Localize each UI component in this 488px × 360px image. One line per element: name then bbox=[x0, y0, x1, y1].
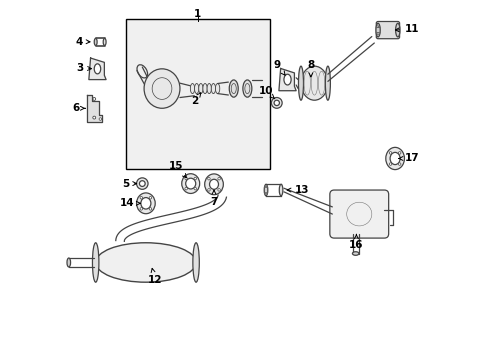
Text: 1: 1 bbox=[194, 9, 201, 19]
Ellipse shape bbox=[184, 177, 187, 180]
Text: 5: 5 bbox=[122, 179, 136, 189]
Text: 6: 6 bbox=[72, 103, 85, 113]
Ellipse shape bbox=[93, 116, 96, 119]
Ellipse shape bbox=[388, 163, 391, 165]
Ellipse shape bbox=[274, 100, 279, 105]
Ellipse shape bbox=[67, 258, 70, 267]
Text: 4: 4 bbox=[75, 37, 90, 46]
Text: 13: 13 bbox=[286, 185, 308, 195]
Ellipse shape bbox=[209, 179, 218, 189]
Ellipse shape bbox=[149, 197, 151, 199]
Polygon shape bbox=[86, 95, 102, 122]
Ellipse shape bbox=[376, 32, 377, 34]
Ellipse shape bbox=[185, 178, 195, 189]
Text: 15: 15 bbox=[169, 161, 186, 178]
Ellipse shape bbox=[192, 243, 199, 282]
Ellipse shape bbox=[217, 189, 220, 191]
Ellipse shape bbox=[265, 186, 267, 188]
Ellipse shape bbox=[139, 181, 145, 186]
Text: 16: 16 bbox=[348, 234, 363, 250]
Text: 8: 8 bbox=[306, 60, 314, 77]
Ellipse shape bbox=[325, 66, 330, 100]
Ellipse shape bbox=[215, 84, 219, 94]
Ellipse shape bbox=[194, 177, 196, 180]
Ellipse shape bbox=[243, 80, 251, 97]
Ellipse shape bbox=[149, 208, 151, 210]
Ellipse shape bbox=[206, 84, 211, 94]
Polygon shape bbox=[89, 58, 106, 80]
Ellipse shape bbox=[203, 84, 207, 94]
Ellipse shape bbox=[140, 197, 142, 199]
Text: 2: 2 bbox=[190, 93, 201, 106]
Text: 14: 14 bbox=[120, 198, 140, 208]
Ellipse shape bbox=[190, 84, 194, 94]
Ellipse shape bbox=[264, 186, 265, 188]
Ellipse shape bbox=[103, 39, 106, 45]
Text: 7: 7 bbox=[210, 190, 217, 207]
Ellipse shape bbox=[377, 32, 379, 34]
Text: 12: 12 bbox=[147, 268, 162, 285]
Ellipse shape bbox=[211, 84, 215, 94]
Ellipse shape bbox=[264, 184, 267, 196]
FancyBboxPatch shape bbox=[376, 22, 399, 39]
Text: 9: 9 bbox=[273, 59, 285, 75]
Ellipse shape bbox=[352, 252, 358, 255]
Text: 17: 17 bbox=[398, 153, 419, 163]
Ellipse shape bbox=[375, 23, 380, 37]
Ellipse shape bbox=[207, 189, 210, 191]
Ellipse shape bbox=[92, 243, 99, 282]
Text: 3: 3 bbox=[76, 63, 91, 73]
Ellipse shape bbox=[395, 23, 399, 37]
Ellipse shape bbox=[376, 26, 377, 28]
Ellipse shape bbox=[207, 177, 210, 180]
Ellipse shape bbox=[284, 74, 290, 85]
Ellipse shape bbox=[99, 118, 102, 120]
Ellipse shape bbox=[136, 193, 155, 214]
Ellipse shape bbox=[194, 188, 196, 190]
Bar bbox=[126, 19, 269, 169]
Ellipse shape bbox=[198, 84, 203, 94]
Ellipse shape bbox=[301, 66, 327, 100]
Ellipse shape bbox=[298, 66, 303, 100]
Ellipse shape bbox=[184, 188, 187, 190]
Ellipse shape bbox=[96, 243, 196, 282]
Ellipse shape bbox=[264, 192, 265, 194]
Ellipse shape bbox=[398, 152, 400, 154]
Ellipse shape bbox=[385, 147, 404, 170]
Ellipse shape bbox=[144, 69, 180, 108]
Ellipse shape bbox=[279, 184, 282, 196]
Ellipse shape bbox=[398, 163, 400, 165]
Ellipse shape bbox=[204, 174, 223, 195]
Ellipse shape bbox=[136, 178, 148, 189]
Text: 10: 10 bbox=[258, 86, 274, 99]
Ellipse shape bbox=[271, 98, 282, 108]
Ellipse shape bbox=[229, 80, 238, 97]
Ellipse shape bbox=[182, 174, 199, 193]
Ellipse shape bbox=[93, 98, 96, 100]
Ellipse shape bbox=[389, 152, 399, 165]
Ellipse shape bbox=[194, 84, 199, 94]
Ellipse shape bbox=[141, 198, 151, 209]
Text: 11: 11 bbox=[395, 24, 419, 35]
Ellipse shape bbox=[377, 26, 379, 28]
FancyBboxPatch shape bbox=[329, 190, 388, 238]
Ellipse shape bbox=[94, 64, 101, 74]
Ellipse shape bbox=[140, 208, 142, 210]
Ellipse shape bbox=[265, 192, 267, 194]
Ellipse shape bbox=[388, 152, 391, 154]
Ellipse shape bbox=[94, 39, 97, 45]
Polygon shape bbox=[278, 68, 296, 91]
Ellipse shape bbox=[217, 177, 220, 180]
